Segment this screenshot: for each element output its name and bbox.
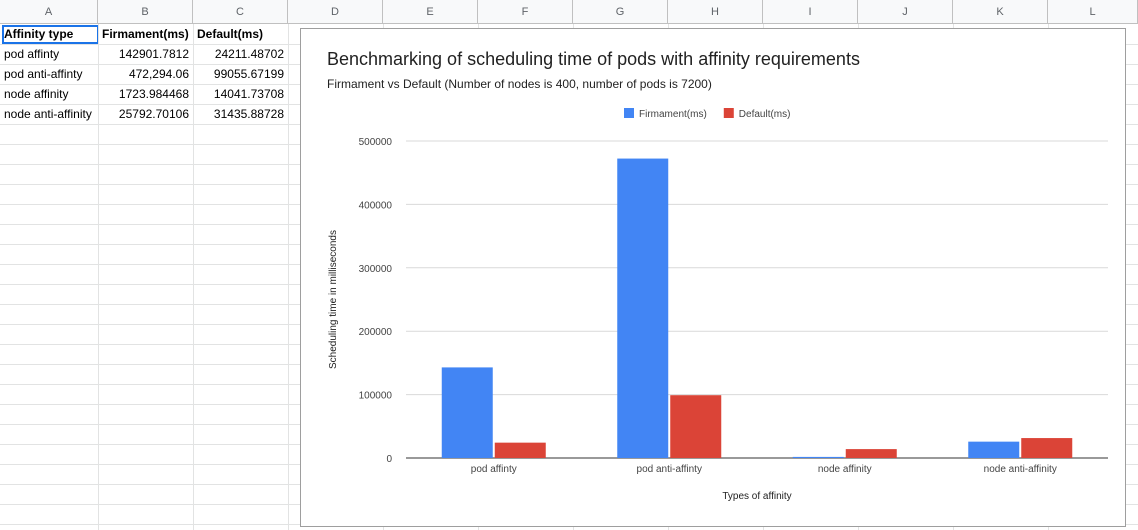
grid-column-line bbox=[288, 24, 289, 530]
bar-firmament bbox=[441, 367, 493, 458]
x-tick-label: pod anti-affinty bbox=[637, 464, 702, 475]
legend-label: Default(ms) bbox=[739, 109, 791, 120]
column-header-g[interactable]: G bbox=[573, 0, 668, 24]
y-tick-label: 100000 bbox=[359, 391, 393, 402]
column-header-i[interactable]: I bbox=[763, 0, 858, 24]
x-tick-label: node affinity bbox=[818, 464, 872, 475]
affinity-type-cell[interactable]: pod affinty bbox=[4, 47, 60, 61]
value-cell[interactable]: 25792.70106 bbox=[118, 107, 189, 121]
embedded-chart[interactable]: Benchmarking of scheduling time of pods … bbox=[300, 28, 1126, 527]
legend-swatch bbox=[723, 108, 734, 118]
column-header-d[interactable]: D bbox=[288, 0, 383, 24]
grid-column-line bbox=[98, 24, 99, 530]
y-tick-label: 200000 bbox=[359, 327, 393, 338]
chart-subtitle: Firmament vs Default (Number of nodes is… bbox=[327, 77, 712, 91]
value-cell[interactable]: 472,294.06 bbox=[128, 67, 189, 81]
affinity-type-cell[interactable]: node affinity bbox=[4, 87, 69, 101]
value-cell[interactable]: 31435.88728 bbox=[213, 107, 284, 121]
y-tick-label: 0 bbox=[386, 454, 392, 465]
column-header-c[interactable]: C bbox=[193, 0, 288, 24]
chart-title: Benchmarking of scheduling time of pods … bbox=[327, 49, 860, 69]
bar-default bbox=[670, 395, 722, 458]
chart-plot: 0 100000 200000 300000 400000 500000 pod affin… bbox=[328, 108, 1108, 502]
x-tick-label: node anti-affinity bbox=[984, 464, 1057, 475]
y-axis-title: Scheduling time in milliseconds bbox=[328, 230, 339, 369]
y-tick-label: 400000 bbox=[359, 200, 393, 211]
column-header-b[interactable]: B bbox=[98, 0, 193, 24]
legend-swatch bbox=[624, 108, 634, 118]
column-header-e[interactable]: E bbox=[383, 0, 478, 24]
y-tick-label: 500000 bbox=[359, 137, 393, 148]
bar-firmament bbox=[792, 456, 844, 458]
bar-firmament bbox=[617, 158, 669, 459]
legend-label: Firmament(ms) bbox=[639, 109, 707, 120]
column-header-l[interactable]: L bbox=[1048, 0, 1138, 24]
bar-default bbox=[494, 442, 546, 458]
header-cell[interactable]: Affinity type bbox=[4, 27, 74, 41]
x-tick-label: pod affinty bbox=[471, 464, 517, 475]
affinity-type-cell[interactable]: pod anti-affinty bbox=[4, 67, 83, 81]
x-axis-title: Types of affinity bbox=[722, 491, 791, 502]
bar-default bbox=[1021, 438, 1073, 458]
column-header-a[interactable]: A bbox=[0, 0, 98, 24]
value-cell[interactable]: 99055.67199 bbox=[213, 67, 284, 81]
value-cell[interactable]: 14041.73708 bbox=[213, 87, 284, 101]
affinity-type-cell[interactable]: node anti-affinity bbox=[4, 107, 92, 121]
column-header-j[interactable]: J bbox=[858, 0, 953, 24]
value-cell[interactable]: 24211.48702 bbox=[214, 47, 284, 61]
bar-firmament bbox=[968, 441, 1020, 458]
y-tick-label: 300000 bbox=[359, 264, 393, 275]
grid-column-line bbox=[193, 24, 194, 530]
column-header-k[interactable]: K bbox=[953, 0, 1048, 24]
value-cell[interactable]: 1723.984468 bbox=[118, 87, 189, 101]
header-cell[interactable]: Default(ms) bbox=[197, 27, 264, 41]
column-header-h[interactable]: H bbox=[668, 0, 763, 24]
value-cell[interactable]: 142901.7812 bbox=[118, 47, 189, 61]
bar-default bbox=[845, 449, 897, 458]
column-header-f[interactable]: F bbox=[478, 0, 573, 24]
header-cell[interactable]: Firmament(ms) bbox=[102, 27, 189, 41]
